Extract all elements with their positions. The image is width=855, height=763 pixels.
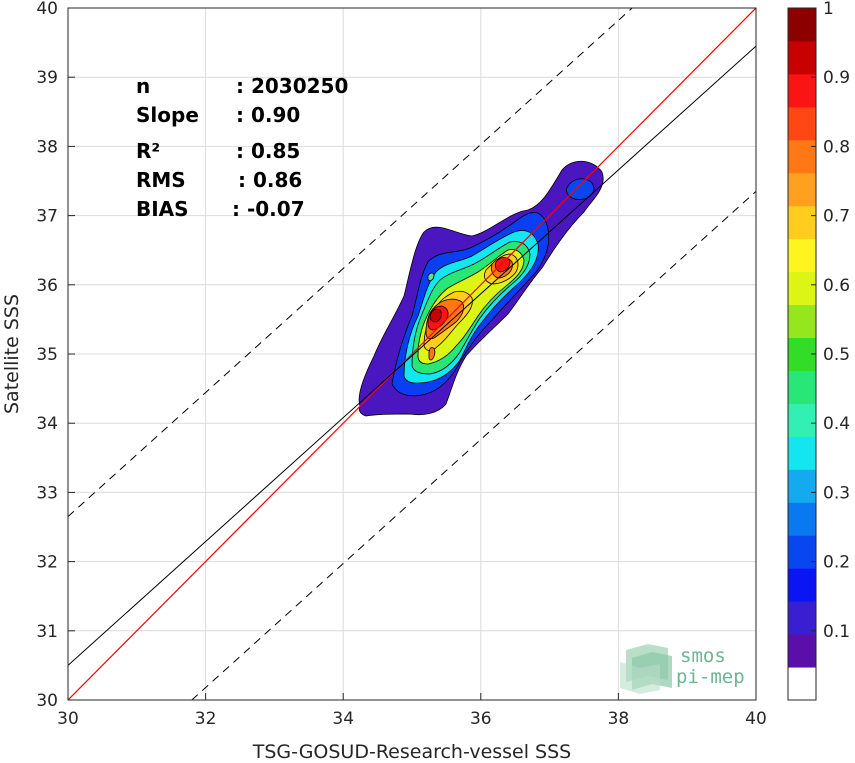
colorbar-segment bbox=[788, 41, 816, 74]
colorbar-segment bbox=[788, 568, 816, 601]
colorbar-segment bbox=[788, 272, 816, 305]
colorbar-tick-label: 0.6 bbox=[823, 276, 850, 296]
y-tick-label: 31 bbox=[36, 622, 58, 642]
stat-label-n: n bbox=[136, 74, 150, 98]
stat-value-rms: : 0.86 bbox=[238, 168, 302, 192]
stat-label-bias: BIAS bbox=[136, 197, 189, 221]
colorbar-segment bbox=[788, 667, 816, 700]
colorbar-tick-label: 0.7 bbox=[823, 207, 850, 227]
colorbar-segment bbox=[788, 8, 816, 41]
stat-label-r2: R² bbox=[136, 139, 160, 163]
colorbar-segment bbox=[788, 140, 816, 173]
colorbar-tick-label: 0.9 bbox=[823, 68, 850, 88]
x-tick-label: 34 bbox=[332, 709, 354, 729]
logo-line-1: smos bbox=[680, 645, 726, 667]
colorbar-segment bbox=[788, 469, 816, 502]
colorbar-tick-label: 1 bbox=[823, 0, 834, 19]
colorbar-segment bbox=[788, 601, 816, 634]
stat-label-rms: RMS bbox=[136, 168, 186, 192]
y-tick-label: 35 bbox=[36, 345, 58, 365]
colorbar-segment bbox=[788, 305, 816, 338]
y-tick-label: 34 bbox=[36, 414, 58, 434]
colorbar-segment bbox=[788, 436, 816, 469]
stat-value-n: : 2030250 bbox=[236, 74, 348, 98]
colorbar-tick-label: 0.2 bbox=[823, 553, 850, 573]
x-tick-label: 30 bbox=[57, 709, 79, 729]
y-tick-label: 36 bbox=[36, 276, 58, 296]
x-tick-label: 38 bbox=[608, 709, 630, 729]
colorbar-segment bbox=[788, 502, 816, 535]
colorbar-segment bbox=[788, 74, 816, 107]
colorbar-tick-label: 0.5 bbox=[823, 345, 850, 365]
colorbar-segment bbox=[788, 370, 816, 403]
stat-label-slope: Slope bbox=[136, 103, 199, 127]
colorbar-segment bbox=[788, 107, 816, 140]
colorbar-segment bbox=[788, 535, 816, 568]
stat-value-slope: : 0.90 bbox=[236, 103, 300, 127]
y-tick-label: 37 bbox=[36, 207, 58, 227]
x-tick-label: 40 bbox=[745, 709, 767, 729]
y-tick-label: 40 bbox=[36, 0, 58, 19]
y-tick-label: 33 bbox=[36, 483, 58, 503]
colorbar-segment bbox=[788, 173, 816, 206]
colorbar-segment bbox=[788, 206, 816, 239]
colorbar-segment bbox=[788, 239, 816, 272]
colorbar-tick-label: 0.8 bbox=[823, 137, 850, 157]
stat-value-r2: : 0.85 bbox=[236, 139, 300, 163]
y-axis-label: Satellite SSS bbox=[1, 294, 23, 414]
y-tick-label: 39 bbox=[36, 68, 58, 88]
x-axis-label: TSG-GOSUD-Research-vessel SSS bbox=[252, 741, 572, 763]
colorbar-ticks: 0.1 0.2 0.3 0.4 0.5 0.6 0.7 0.8 0.9 1 bbox=[811, 0, 850, 642]
colorbar-tick-label: 0.1 bbox=[823, 622, 850, 642]
logo-line-2: pi-mep bbox=[676, 666, 745, 688]
colorbar-tick-label: 0.3 bbox=[823, 483, 850, 503]
y-tick-label: 32 bbox=[36, 553, 58, 573]
colorbar-segment bbox=[788, 634, 816, 667]
x-tick-label: 32 bbox=[195, 709, 217, 729]
colorbar-segment bbox=[788, 403, 816, 436]
x-tick-label: 36 bbox=[470, 709, 492, 729]
stat-value-bias: : -0.07 bbox=[232, 197, 305, 221]
y-tick-label: 38 bbox=[36, 137, 58, 157]
colorbar-tick-label: 0.4 bbox=[823, 414, 850, 434]
y-tick-label: 30 bbox=[36, 691, 58, 711]
